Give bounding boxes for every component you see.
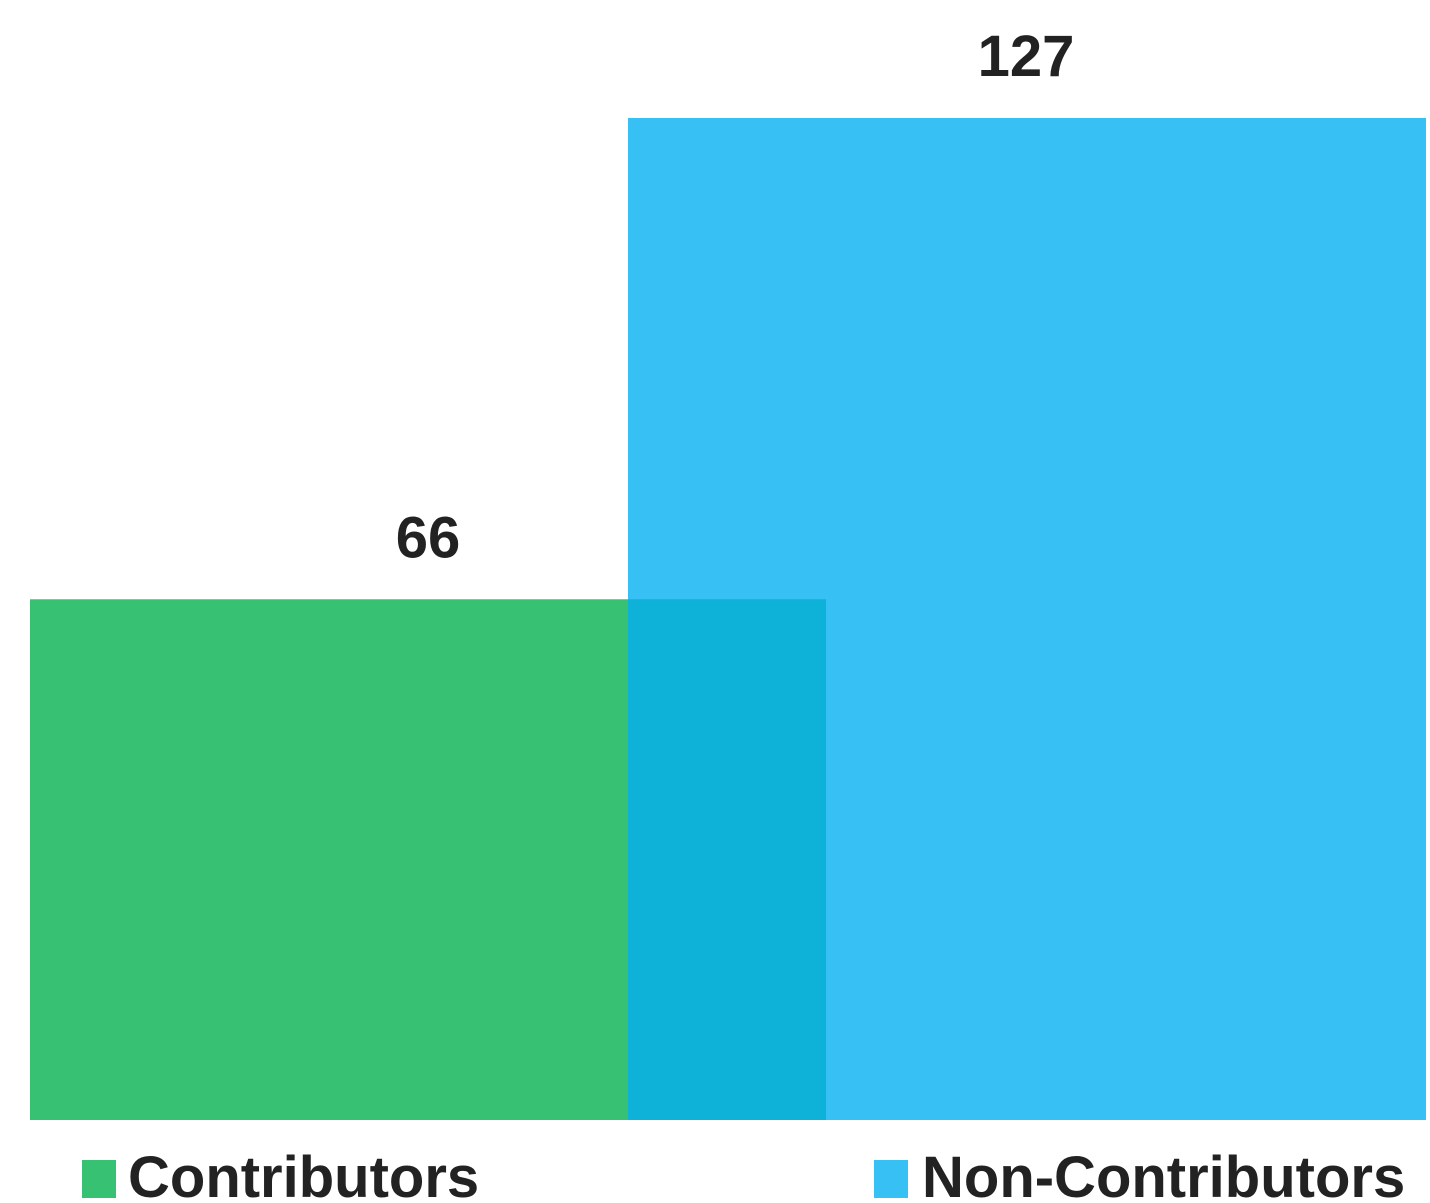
data-label-contributors: 66 <box>396 505 461 570</box>
bar-overlap-region <box>628 599 826 1120</box>
bars-group <box>30 118 1426 1120</box>
legend: Contributors Non-Contributors <box>82 1145 1405 1203</box>
legend-item-non-contributors: Non-Contributors <box>874 1145 1405 1203</box>
legend-item-contributors: Contributors <box>82 1145 479 1203</box>
legend-swatch-non-contributors <box>874 1160 908 1198</box>
legend-label-contributors: Contributors <box>128 1145 479 1203</box>
legend-swatch-contributors <box>82 1160 116 1198</box>
data-labels-group: 66 127 <box>396 24 1075 570</box>
legend-label-non-contributors: Non-Contributors <box>922 1145 1405 1203</box>
data-label-non-contributors: 127 <box>978 24 1075 89</box>
